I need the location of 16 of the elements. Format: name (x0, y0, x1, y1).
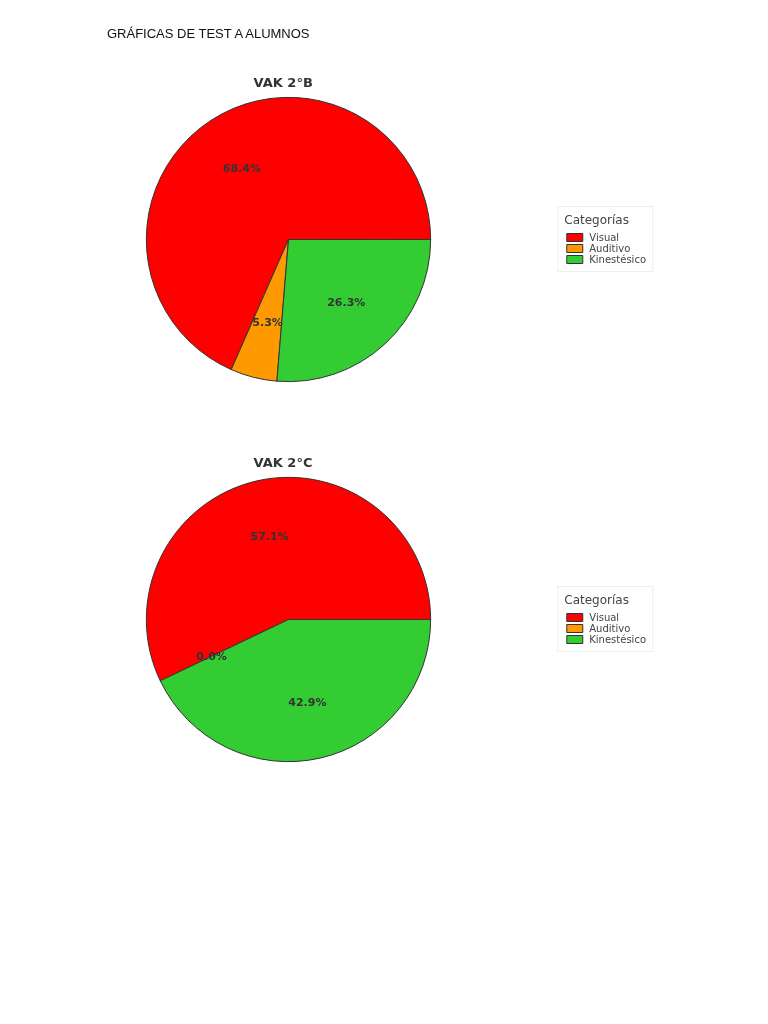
data-label: 68.4% (222, 161, 261, 175)
legend-label: Kinestésico (589, 633, 646, 645)
text: GRÁFICAS DE TEST A ALUMNOS (107, 25, 310, 43)
legend-label: Visual (589, 231, 620, 243)
data-label: 42.9% (288, 695, 327, 709)
legend-label: Visual (589, 611, 620, 623)
text: 0.0% (196, 649, 227, 663)
legend-title: Categorías (564, 592, 630, 607)
legend-label: Kinestésico (589, 253, 646, 265)
legend-label: Auditivo (589, 242, 631, 254)
data-label: 57.1% (250, 529, 289, 543)
chart-title: VAK 2°B (253, 74, 313, 90)
legend-title: Categorías (564, 212, 630, 227)
chart-title: VAK 2°C (253, 454, 313, 470)
legend-label: Auditivo (589, 622, 631, 634)
data-label: 26.3% (327, 295, 366, 309)
